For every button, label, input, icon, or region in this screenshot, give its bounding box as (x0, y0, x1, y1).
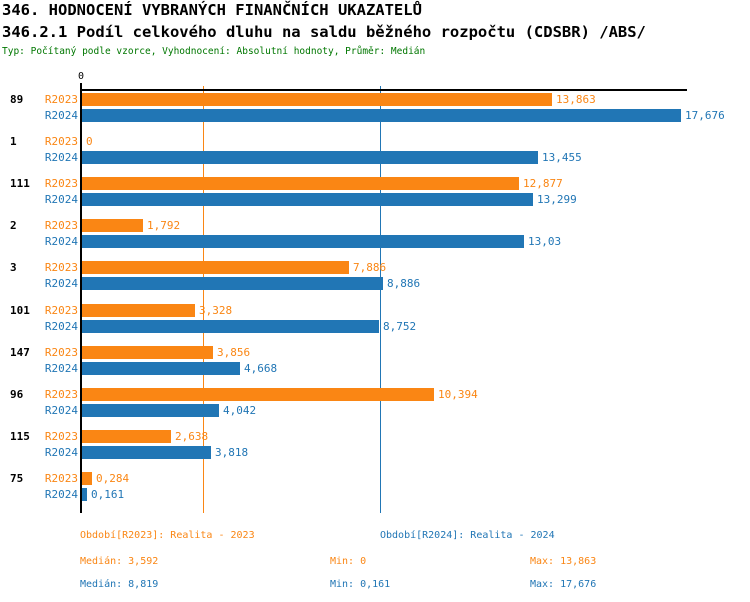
series-tick-label-r2023: R2023 (44, 135, 78, 148)
bar-value-label: 13,03 (528, 235, 562, 248)
bar-r2024 (82, 151, 538, 164)
bar-r2023 (82, 472, 92, 485)
page-subtitle: 346.2.1 Podíl celkového dluhu na saldu b… (2, 23, 646, 41)
category-label: 1 (10, 135, 17, 148)
bar-value-label: 10,394 (438, 388, 478, 401)
bar-r2023 (82, 430, 171, 443)
bar-value-label: 7,886 (353, 261, 387, 274)
bar-value-label: 8,752 (383, 320, 417, 333)
bar-value-label: 3,818 (215, 446, 249, 459)
bar-r2024 (82, 320, 379, 333)
reference-line-median-2024 (380, 86, 381, 513)
stat-min-2024: Min: 0,161 (330, 579, 391, 590)
x-axis-line (80, 89, 687, 91)
bar-value-label: 3,328 (199, 304, 233, 317)
bar-value-label: 2,638 (175, 430, 209, 443)
legend-r2023: Období[R2023]: Realita - 2023 (80, 530, 255, 541)
series-tick-label-r2024: R2024 (44, 277, 78, 290)
bar-r2024 (82, 362, 240, 375)
bar-value-label: 0,284 (96, 472, 130, 485)
bar-r2023 (82, 388, 434, 401)
bar-r2023 (82, 346, 213, 359)
series-tick-label-r2023: R2023 (44, 388, 78, 401)
category-label: 3 (10, 261, 17, 274)
page-title: 346. HODNOCENÍ VYBRANÝCH FINANČNÍCH UKAZ… (2, 1, 422, 19)
category-label: 111 (10, 177, 30, 190)
series-tick-label-r2024: R2024 (44, 320, 78, 333)
bar-value-label: 1,792 (147, 219, 181, 232)
bar-r2023 (82, 261, 349, 274)
category-label: 147 (10, 346, 30, 359)
series-tick-label-r2023: R2023 (44, 219, 78, 232)
stat-max-2024: Max: 17,676 (530, 579, 597, 590)
series-tick-label-r2023: R2023 (44, 430, 78, 443)
bar-value-label: 4,668 (244, 362, 278, 375)
bar-value-label: 13,455 (542, 151, 582, 164)
bar-value-label: 0,161 (91, 488, 125, 501)
bar-value-label: 12,877 (523, 177, 563, 190)
report-meta-line: Typ: Počítaný podle vzorce, Vyhodnocení:… (2, 46, 426, 57)
category-label: 75 (10, 472, 24, 485)
bar-r2023 (82, 219, 143, 232)
series-tick-label-r2024: R2024 (44, 446, 78, 459)
category-label: 101 (10, 304, 30, 317)
bar-r2024 (82, 277, 383, 290)
bar-value-label: 13,863 (556, 93, 596, 106)
series-tick-label-r2024: R2024 (44, 488, 78, 501)
series-tick-label-r2024: R2024 (44, 404, 78, 417)
bar-value-label: 4,042 (223, 404, 257, 417)
series-tick-label-r2023: R2023 (44, 93, 78, 106)
stat-max-2023: Max: 13,863 (530, 556, 597, 567)
series-tick-label-r2023: R2023 (44, 304, 78, 317)
bar-r2024 (82, 446, 211, 459)
bar-r2024 (82, 109, 681, 122)
bar-value-label: 17,676 (685, 109, 725, 122)
reference-line-median-2023 (203, 86, 204, 513)
stat-min-2023: Min: 0 (330, 556, 367, 567)
stat-median-2023: Medián: 3,592 (80, 556, 159, 567)
bar-value-label: 3,856 (217, 346, 251, 359)
series-tick-label-r2024: R2024 (44, 151, 78, 164)
bar-r2023 (82, 93, 552, 106)
bar-r2024 (82, 193, 533, 206)
bar-r2024 (82, 488, 87, 501)
series-tick-label-r2024: R2024 (44, 109, 78, 122)
y-axis-line (80, 83, 82, 513)
series-tick-label-r2024: R2024 (44, 235, 78, 248)
series-tick-label-r2023: R2023 (44, 261, 78, 274)
x-axis-zero-label: 0 (77, 71, 85, 82)
bar-value-label: 13,299 (537, 193, 577, 206)
category-label: 2 (10, 219, 17, 232)
series-tick-label-r2023: R2023 (44, 346, 78, 359)
bar-value-label: 8,886 (387, 277, 421, 290)
bar-r2024 (82, 235, 524, 248)
series-tick-label-r2023: R2023 (44, 472, 78, 485)
series-tick-label-r2024: R2024 (44, 362, 78, 375)
series-tick-label-r2023: R2023 (44, 177, 78, 190)
legend-r2024: Období[R2024]: Realita - 2024 (380, 530, 555, 541)
bar-r2023 (82, 177, 519, 190)
bar-value-label: 0 (86, 135, 93, 148)
category-label: 96 (10, 388, 24, 401)
category-label: 89 (10, 93, 24, 106)
stat-median-2024: Medián: 8,819 (80, 579, 159, 590)
bar-r2024 (82, 404, 219, 417)
category-label: 115 (10, 430, 30, 443)
bar-r2023 (82, 304, 195, 317)
series-tick-label-r2024: R2024 (44, 193, 78, 206)
